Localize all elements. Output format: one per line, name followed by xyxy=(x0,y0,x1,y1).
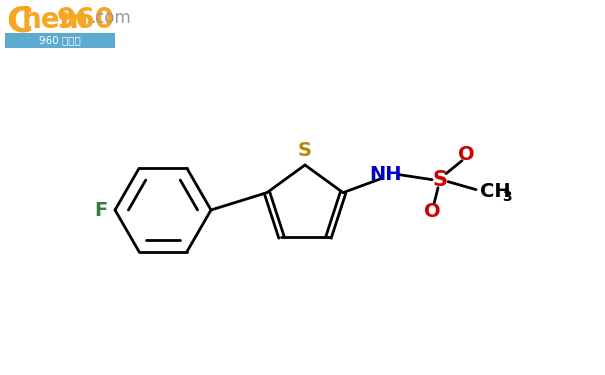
Text: 3: 3 xyxy=(502,190,512,204)
Text: CH: CH xyxy=(480,182,511,201)
Text: S: S xyxy=(433,170,448,190)
Text: 960: 960 xyxy=(57,6,115,34)
Text: S: S xyxy=(298,141,312,160)
Text: F: F xyxy=(94,201,107,219)
Text: .com: .com xyxy=(90,9,131,27)
Bar xyxy=(5,33,115,48)
Text: 960 化工网: 960 化工网 xyxy=(39,35,81,45)
Text: O: O xyxy=(458,145,474,164)
Text: NH: NH xyxy=(369,165,401,184)
Text: hem: hem xyxy=(22,6,90,34)
Text: C: C xyxy=(6,4,33,38)
Text: O: O xyxy=(424,202,440,221)
